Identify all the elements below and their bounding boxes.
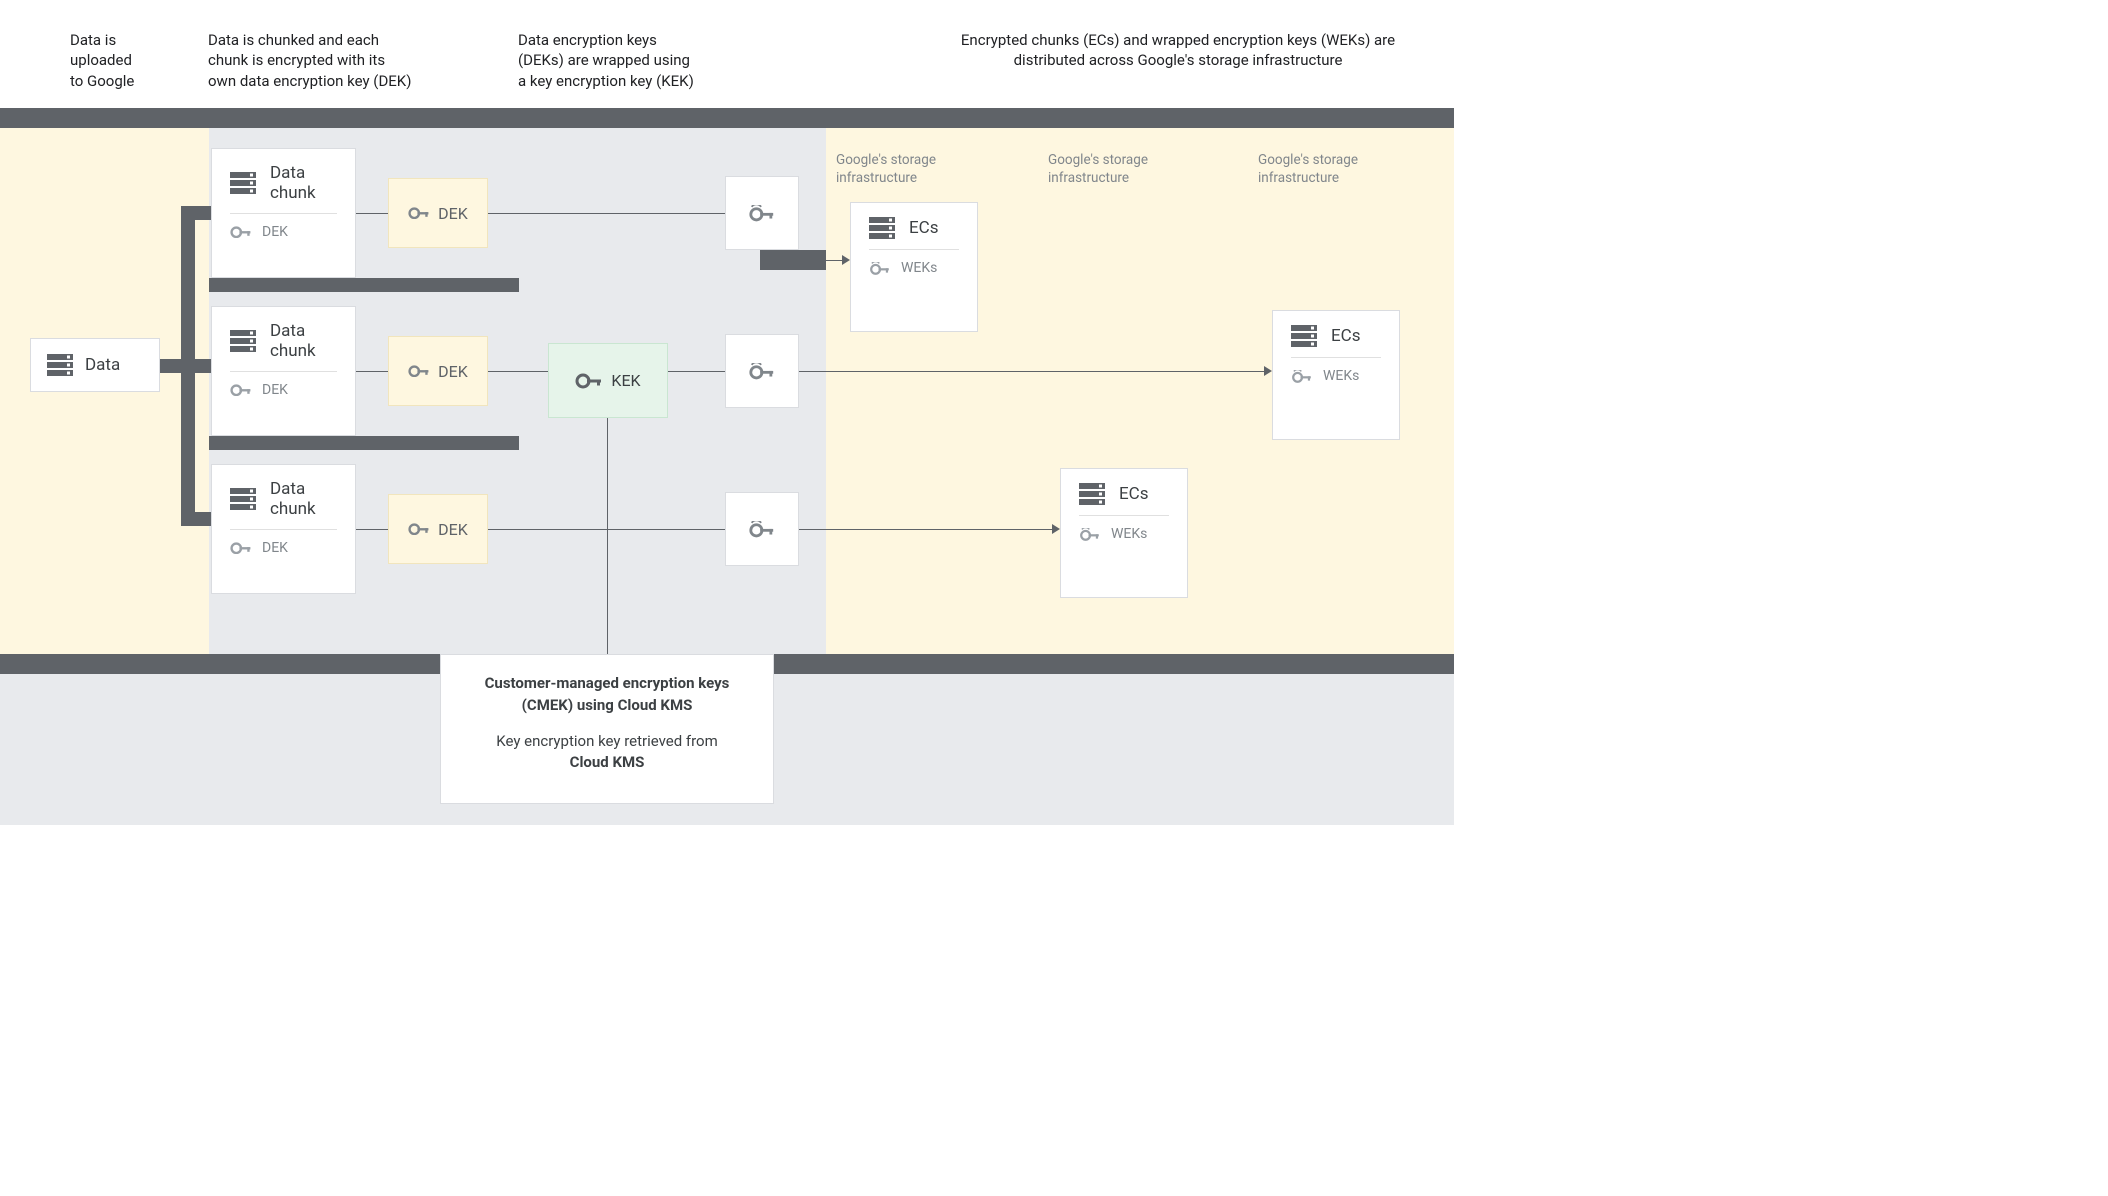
ec-label: ECs: [1119, 484, 1149, 504]
connector: [668, 371, 725, 372]
branch-1: [181, 206, 213, 220]
kek-label: KEK: [611, 371, 640, 390]
infra-label-2: Google's storage infrastructure: [1048, 152, 1148, 187]
chunk-label: Data chunk: [270, 321, 316, 361]
header-col-3: Data encryption keys (DEKs) are wrapped …: [518, 30, 818, 100]
row-band-2: [209, 436, 519, 450]
dek-box-2: DEK: [388, 336, 488, 406]
chunk-sub: DEK: [262, 382, 288, 398]
dist-band: [760, 250, 826, 270]
data-label: Data: [85, 355, 120, 375]
connector: [488, 213, 725, 214]
branch-3: [181, 512, 213, 526]
wrapped-key-icon: [1291, 370, 1313, 383]
header-col-1: Data is uploaded to Google: [70, 30, 190, 100]
header-col-2: Data is chunked and each chunk is encryp…: [208, 30, 518, 100]
connector: [826, 260, 842, 261]
chunk-label: Data chunk: [270, 163, 316, 203]
connector: [799, 371, 1264, 372]
wrapped-key-icon: [748, 363, 776, 379]
top-band: [0, 108, 1454, 128]
footer-title: Customer-managed encryption keys (CMEK) …: [461, 673, 753, 717]
chunk-label: Data chunk: [270, 479, 316, 519]
server-icon: [1291, 325, 1317, 347]
ec-label: ECs: [1331, 326, 1361, 346]
wek-small-1: [725, 176, 799, 250]
key-icon: [230, 542, 252, 555]
chunk-sub: DEK: [262, 540, 288, 556]
connector: [488, 371, 548, 372]
wek-small-2: [725, 334, 799, 408]
chunk-box-2: Data chunk DEK: [211, 306, 356, 436]
connector: [356, 371, 388, 372]
key-icon: [408, 365, 430, 378]
ec-sub: WEKs: [901, 260, 937, 276]
dek-label: DEK: [438, 204, 468, 223]
server-icon: [230, 330, 256, 352]
ec-sub: WEKs: [1111, 526, 1147, 542]
footer-desc-2: Cloud KMS: [461, 752, 753, 774]
wek-small-3: [725, 492, 799, 566]
wrapped-key-icon: [748, 205, 776, 221]
kek-box: KEK: [548, 343, 668, 418]
arrow-icon: [1264, 366, 1272, 376]
chunk-box-1: Data chunk DEK: [211, 148, 356, 278]
dek-label: DEK: [438, 520, 468, 539]
chunk-box-3: Data chunk DEK: [211, 464, 356, 594]
arrow-icon: [842, 255, 850, 265]
dek-box-3: DEK: [388, 494, 488, 564]
server-icon: [230, 488, 256, 510]
connector: [799, 529, 1052, 530]
ec-box-2: ECs WEKs: [1272, 310, 1400, 440]
key-icon: [575, 373, 603, 389]
header-col-4: Encrypted chunks (ECs) and wrapped encry…: [918, 30, 1438, 100]
footer-desc-1: Key encryption key retrieved from: [461, 731, 753, 753]
data-box: Data: [30, 338, 160, 392]
server-icon: [869, 217, 895, 239]
main-area: Data Data chunk DEK: [0, 128, 1454, 654]
ec-sub: WEKs: [1323, 368, 1359, 384]
kek-footer-connector: [607, 418, 608, 654]
branch-2: [181, 359, 213, 373]
key-icon: [408, 207, 430, 220]
connector: [356, 529, 388, 530]
key-icon: [408, 523, 430, 536]
ec-label: ECs: [909, 218, 939, 238]
ec-box-3: ECs WEKs: [1060, 468, 1188, 598]
row-band-1: [209, 278, 519, 292]
infra-label-3: Google's storage infrastructure: [1258, 152, 1358, 187]
encryption-diagram: Data is uploaded to Google Data is chunk…: [0, 0, 1454, 825]
chunk-sub: DEK: [262, 224, 288, 240]
key-icon: [230, 384, 252, 397]
server-icon: [47, 354, 73, 376]
header-labels: Data is uploaded to Google Data is chunk…: [0, 30, 1454, 100]
infra-label-1: Google's storage infrastructure: [836, 152, 936, 187]
wrapped-key-icon: [1079, 528, 1101, 541]
wrapped-key-icon: [748, 521, 776, 537]
dek-label: DEK: [438, 362, 468, 381]
arrow-icon: [1052, 524, 1060, 534]
ec-box-1: ECs WEKs: [850, 202, 978, 332]
dek-box-1: DEK: [388, 178, 488, 248]
server-icon: [230, 172, 256, 194]
footer-card: Customer-managed encryption keys (CMEK) …: [440, 654, 774, 804]
server-icon: [1079, 483, 1105, 505]
connector: [356, 213, 388, 214]
wrapped-key-icon: [869, 262, 891, 275]
key-icon: [230, 226, 252, 239]
